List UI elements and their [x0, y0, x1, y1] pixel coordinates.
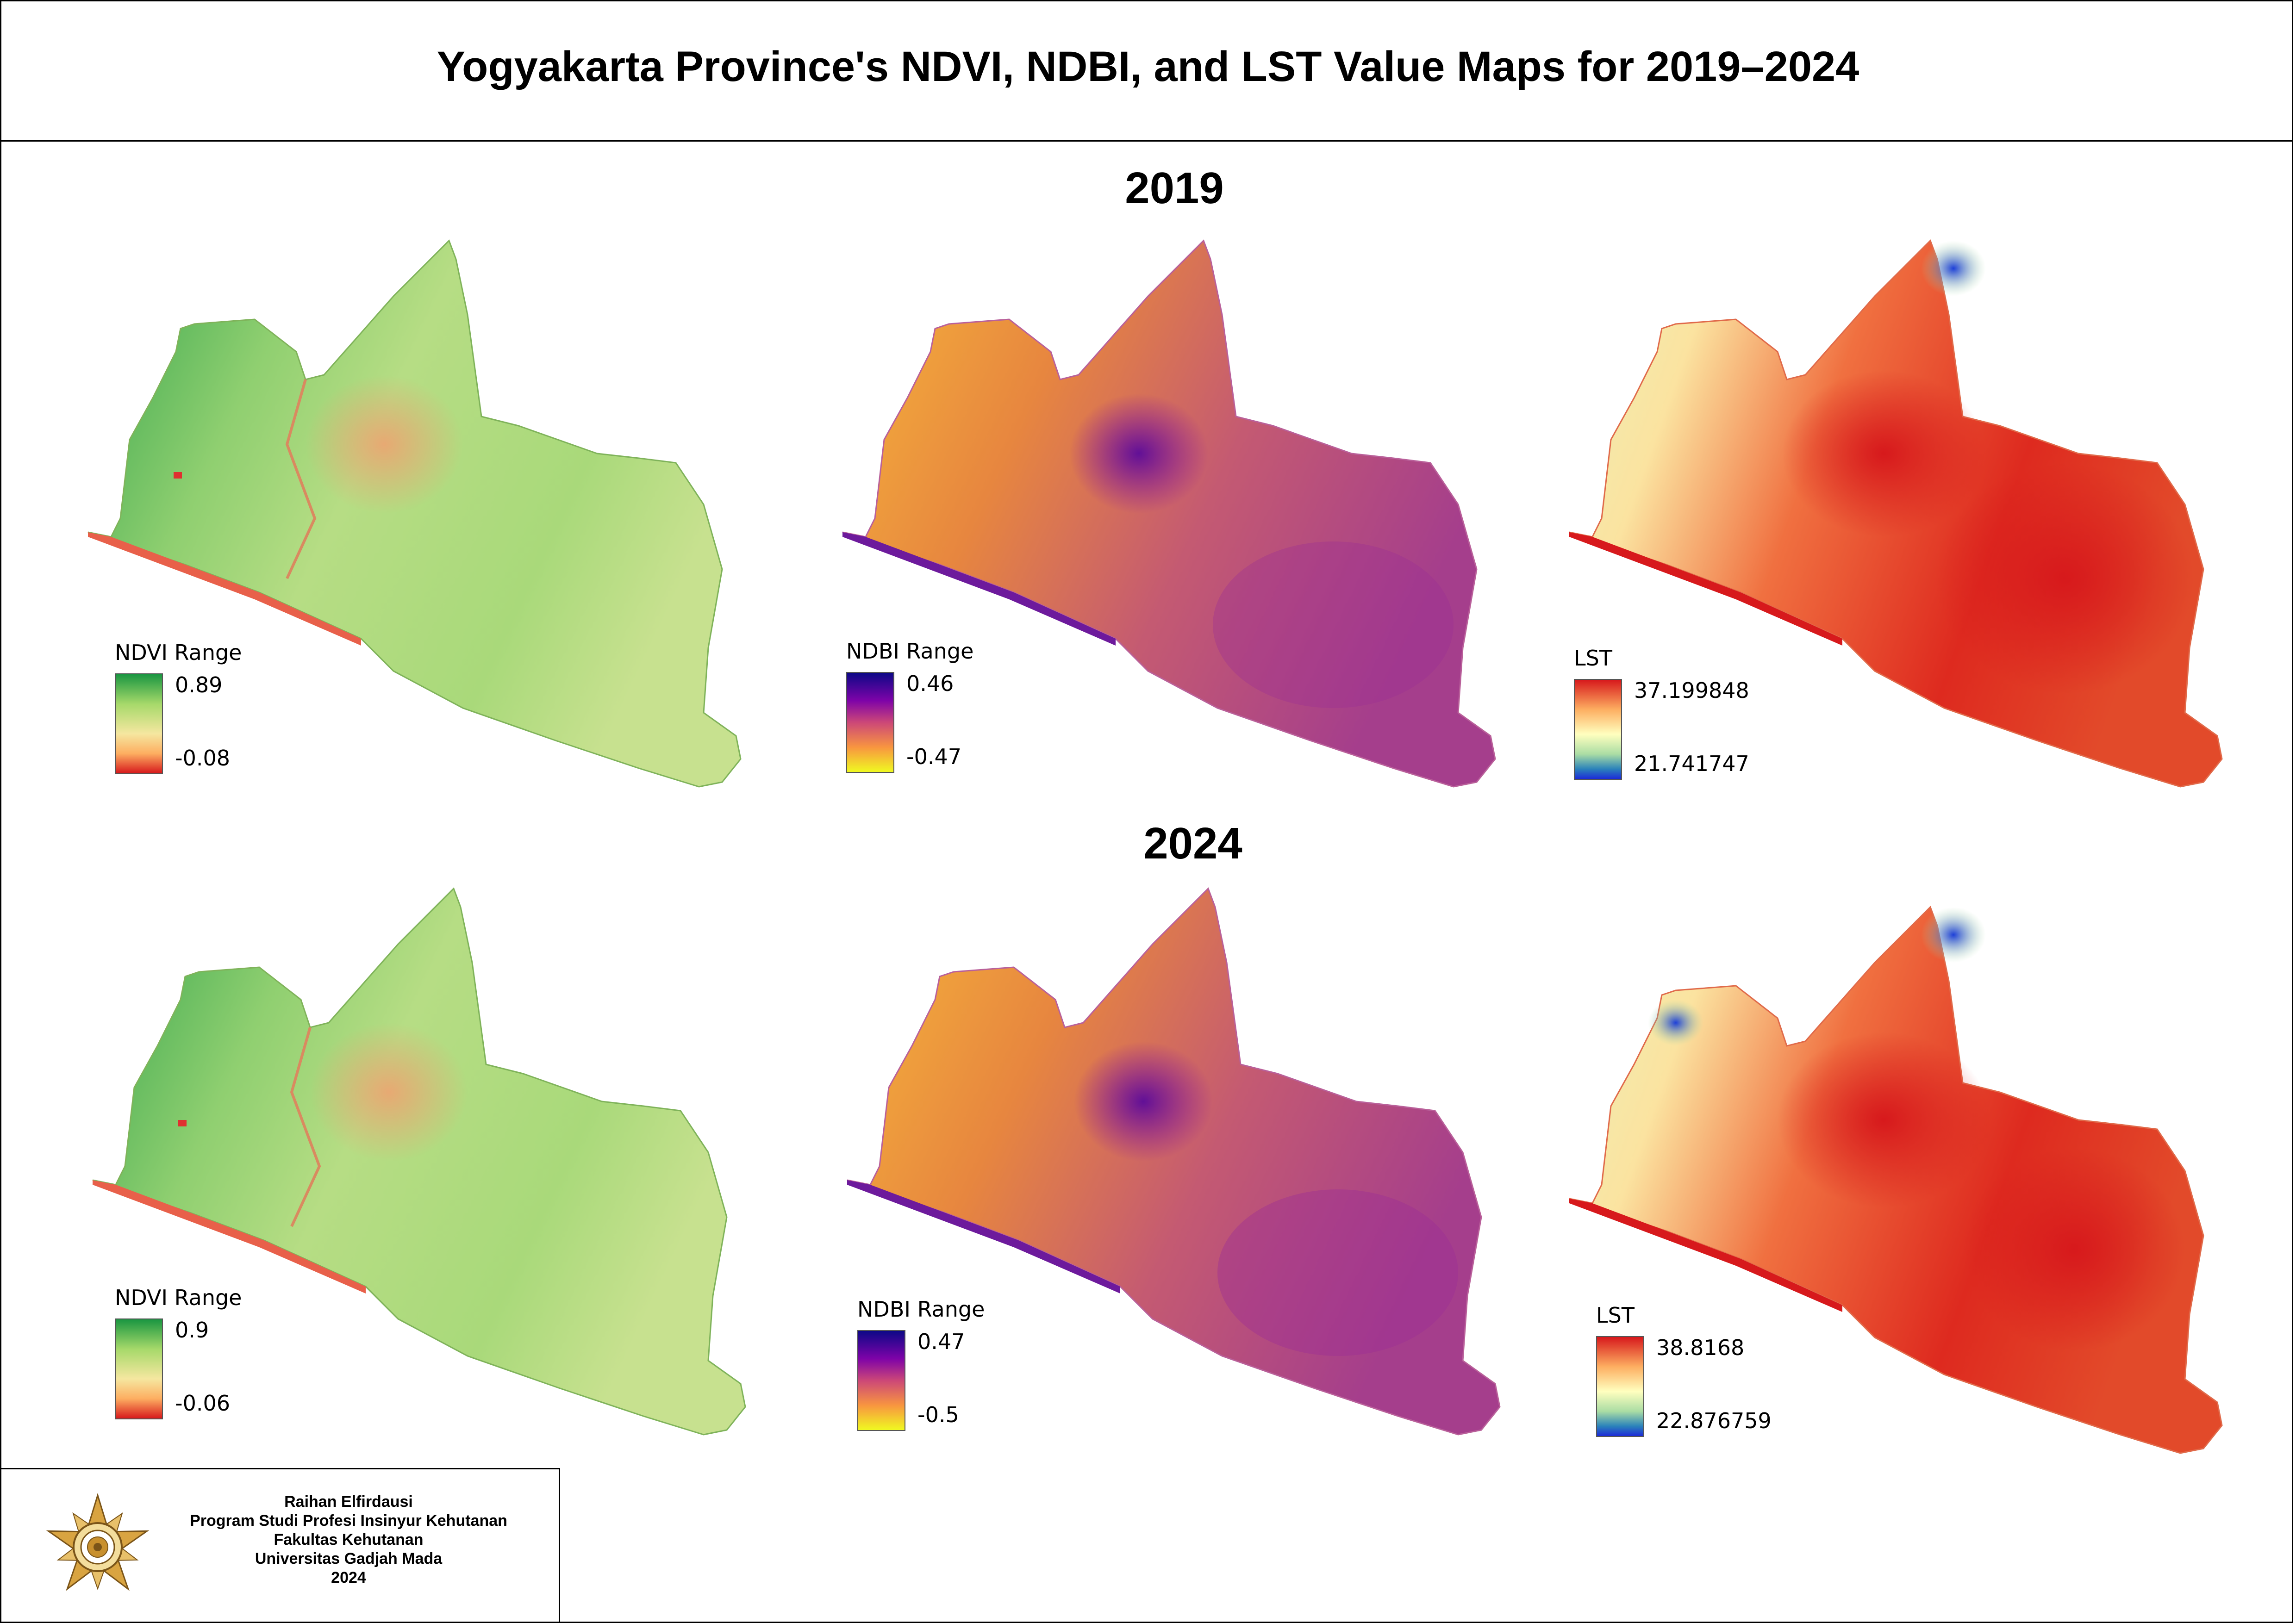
ndvi-color-ramp: [115, 1318, 163, 1419]
credit-year: 2024: [331, 1569, 366, 1586]
legend-title: NDVI Range: [115, 640, 242, 665]
legend-max-value: 0.47: [917, 1329, 965, 1354]
map-ndvi-2019: [87, 240, 742, 788]
legend-title: LST: [1574, 646, 1612, 671]
legend-title: NDBI Range: [857, 1297, 985, 1322]
ndbi-color-ramp: [857, 1330, 905, 1431]
map-ndbi-2019: [842, 240, 1496, 788]
legend-min-value: 22.876759: [1656, 1408, 1772, 1433]
credit-faculty: Fakultas Kehutanan: [274, 1531, 424, 1548]
map-lst-2024: [1568, 906, 2223, 1454]
legend-title: NDVI Range: [115, 1285, 242, 1310]
credit-author: Raihan Elfirdausi: [284, 1493, 413, 1511]
main-frame: [0, 142, 2293, 1623]
year-heading-2019: 2019: [1125, 163, 1224, 213]
credit-university: Universitas Gadjah Mada: [255, 1550, 443, 1567]
ugm-emblem-icon: [46, 1492, 150, 1591]
legend-min-value: -0.5: [917, 1402, 959, 1427]
year-heading-2024: 2024: [1143, 819, 1242, 868]
ndbi-color-ramp: [846, 672, 894, 773]
legend-max-value: 0.89: [175, 672, 223, 697]
map-lst-2019: [1568, 240, 2223, 788]
legend-min-value: -0.08: [175, 746, 231, 771]
ndvi-color-ramp: [115, 673, 163, 774]
legend-min-value: 21.741747: [1634, 751, 1749, 776]
legend-max-value: 0.9: [175, 1318, 209, 1343]
map-ndbi-2024: [846, 888, 1501, 1436]
credit-box: Raihan Elfirdausi Program Studi Profesi …: [0, 1468, 560, 1623]
lst-color-ramp: [1574, 679, 1622, 780]
legend-min-value: -0.06: [175, 1391, 231, 1416]
legend-min-value: -0.47: [906, 744, 962, 769]
legend-title: NDBI Range: [846, 639, 974, 664]
title-frame: [0, 0, 2293, 142]
legend-max-value: 0.46: [906, 671, 954, 696]
map-title: Yogyakarta Province's NDVI, NDBI, and LS…: [437, 43, 1859, 90]
credit-program: Program Studi Profesi Insinyur Kehutanan: [190, 1512, 507, 1530]
map-ndvi-2024: [92, 888, 746, 1436]
legend-title: LST: [1596, 1303, 1635, 1328]
lst-color-ramp: [1596, 1336, 1644, 1437]
legend-max-value: 38.8168: [1656, 1335, 1745, 1360]
legend-max-value: 37.199848: [1634, 678, 1749, 703]
